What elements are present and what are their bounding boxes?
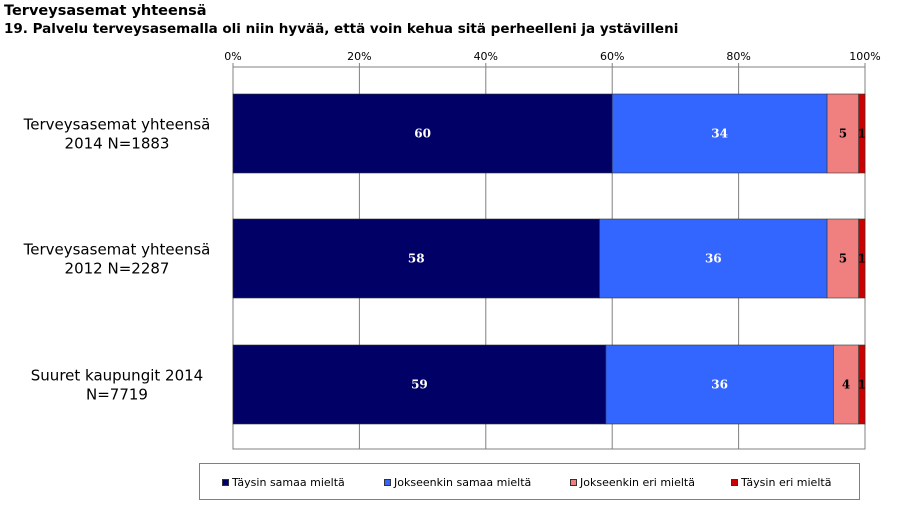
x-tick-label: 100% [849,50,880,63]
legend-swatch [731,478,738,486]
legend-item: Jokseenkin samaa mieltä [384,475,531,489]
x-tick-label: 80% [726,50,750,63]
legend-label: Täysin eri mieltä [741,475,832,489]
bar-segment [599,218,828,299]
data-label: 1 [858,127,866,141]
data-label: 5 [839,252,847,266]
chart-title: Terveysasemat yhteensä [4,3,207,19]
data-label: 36 [705,252,722,266]
bar-segment [826,218,859,299]
legend-label: Jokseenkin samaa mieltä [394,475,532,489]
category-label: Terveysasemat yhteensä [23,241,211,259]
category-label: Suuret kaupungit 2014 [31,367,203,385]
legend-label: Täysin samaa mieltä [232,475,345,489]
data-label: 59 [411,378,428,392]
legend-item: Täysin samaa mieltä [222,475,345,489]
data-label: 36 [711,378,728,392]
data-label: 1 [858,252,866,266]
legend-swatch [570,478,577,486]
category-label: N=7719 [86,386,148,404]
data-label: 5 [839,127,847,141]
data-label: 60 [414,127,431,141]
data-label: 1 [858,378,866,392]
bar-segment [605,344,834,425]
legend-item: Jokseenkin eri mieltä [570,475,695,489]
category-label: 2012 N=2287 [65,260,170,278]
bar-segment [232,93,613,174]
bar-segment [232,344,607,425]
bar-segment [826,93,859,174]
x-tick-label: 20% [347,50,371,63]
legend-label: Jokseenkin eri mieltä [580,475,695,489]
bar-segment [858,344,866,425]
bar-segment [232,218,600,299]
bar-segment [858,218,866,299]
x-tick-label: 40% [474,50,498,63]
legend-swatch [222,478,229,486]
data-label: 4 [842,378,850,392]
x-tick-label: 60% [600,50,624,63]
chart-subtitle: 19. Palvelu terveysasemalla oli niin hyv… [4,21,679,37]
data-label: 58 [408,252,425,266]
x-tick-label: 0% [224,50,241,63]
data-label: 34 [711,127,728,141]
chart-legend: Täysin samaa mieltä Jokseenkin samaa miel… [199,463,860,500]
category-label: Terveysasemat yhteensä [23,116,211,134]
legend-swatch [384,478,391,486]
bar-segment [858,93,866,174]
legend-item: Täysin eri mieltä [731,475,831,489]
bar-segment [611,93,828,174]
category-label: 2014 N=1883 [65,135,170,153]
